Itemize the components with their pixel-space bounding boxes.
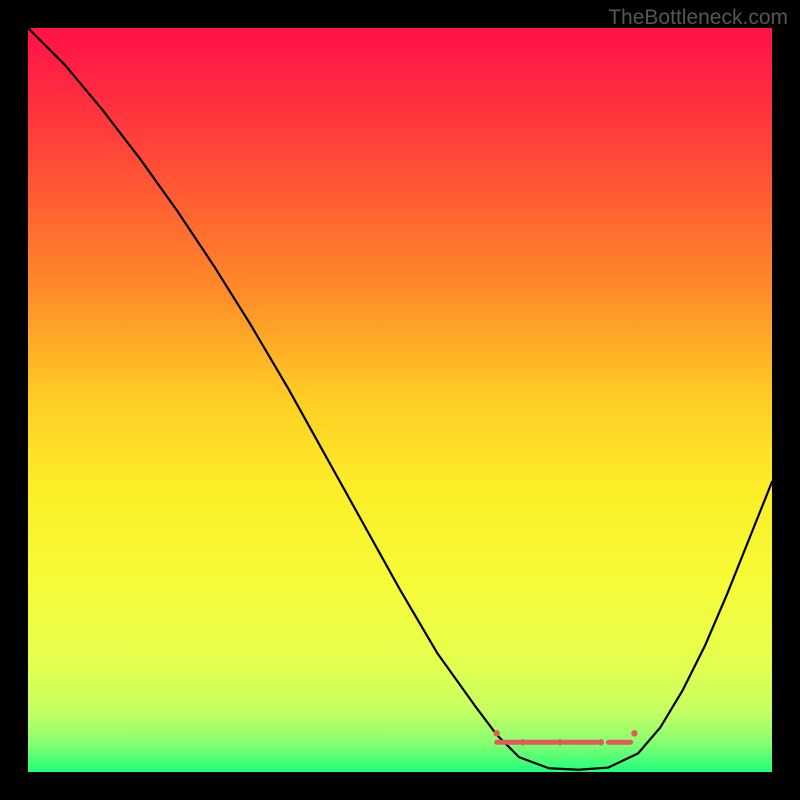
chart-container: TheBottleneck.com	[0, 0, 800, 800]
gradient-background	[28, 28, 772, 772]
chart-svg	[28, 28, 772, 772]
watermark-text: TheBottleneck.com	[608, 6, 788, 30]
plot-area	[28, 28, 772, 772]
